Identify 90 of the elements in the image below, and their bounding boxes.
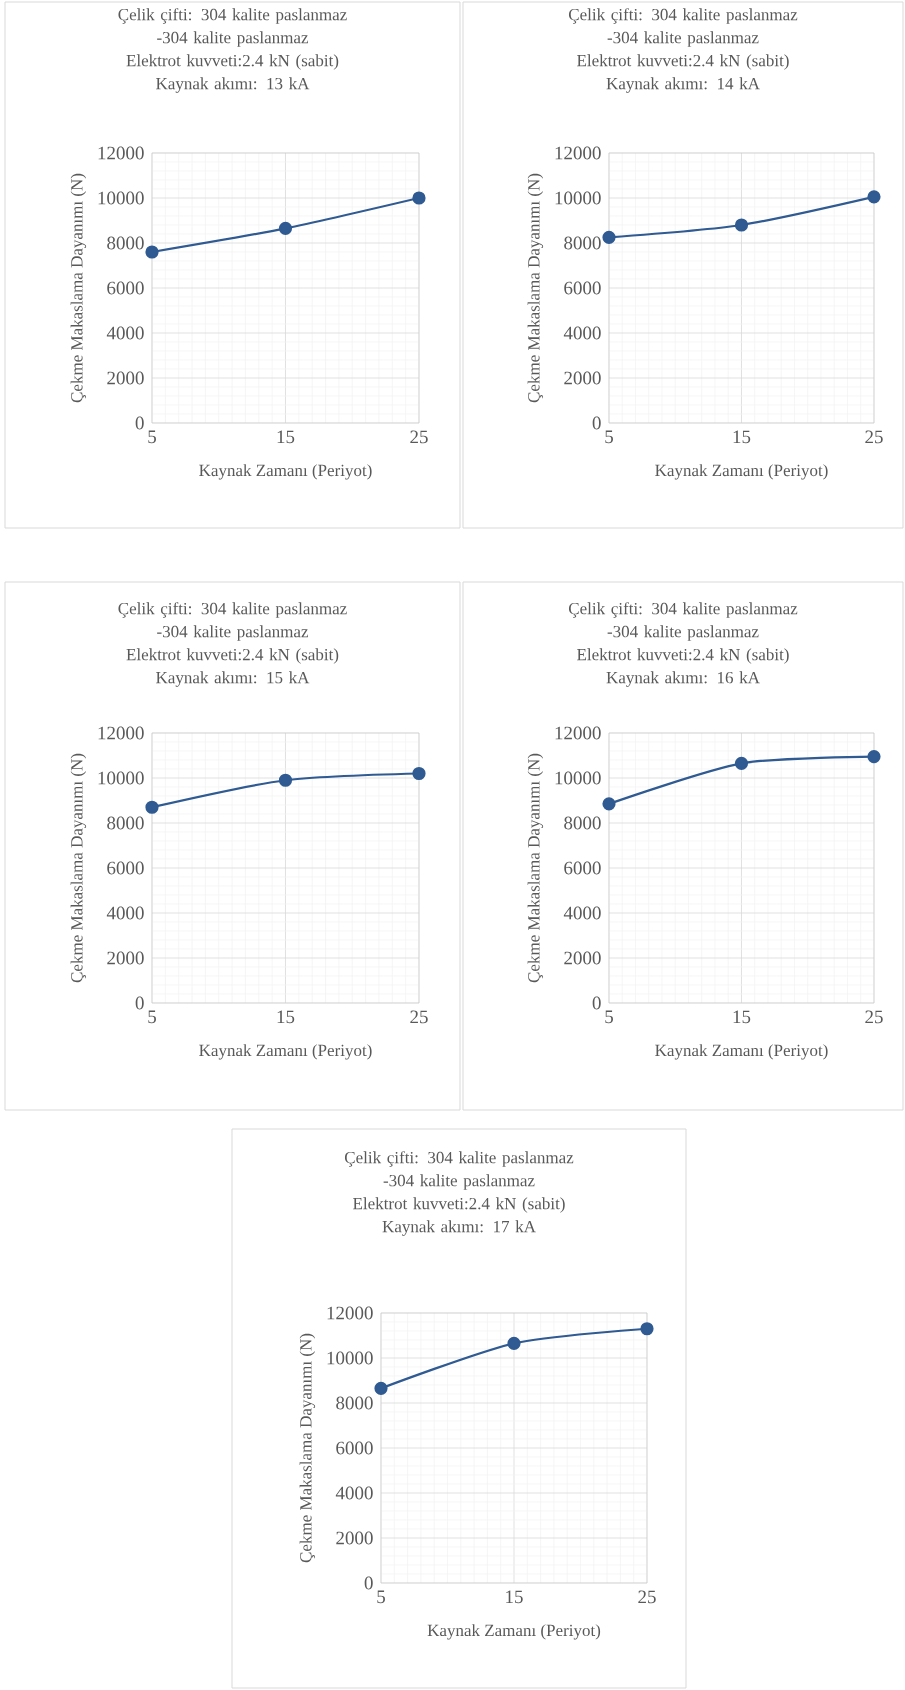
chart-subtitle: Elektrot kuvveti:2.4 kN (sabit) bbox=[577, 648, 789, 664]
y-tick-label: 8000 bbox=[564, 236, 601, 250]
x-tick-label: 15 bbox=[733, 430, 751, 444]
y-tick-label: 4000 bbox=[106, 326, 144, 340]
y-tick-label: 0 bbox=[135, 996, 144, 1010]
y-tick-label: 4000 bbox=[335, 1486, 373, 1500]
y-tick-label: 0 bbox=[592, 416, 601, 430]
x-tick-label: 25 bbox=[638, 1590, 656, 1604]
y-axis-title: Çekme Makaslama Dayanımı (N) bbox=[70, 173, 87, 403]
y-tick-label: 12000 bbox=[555, 146, 601, 160]
y-tick-label: 10000 bbox=[327, 1351, 373, 1365]
y-tick-label: 6000 bbox=[107, 861, 144, 875]
x-tick-label: 15 bbox=[277, 430, 295, 444]
y-tick-label: 4000 bbox=[106, 906, 144, 920]
x-tick-label: 5 bbox=[148, 1010, 156, 1024]
chart-subtitle: Elektrot kuvveti:2.4 kN (sabit) bbox=[577, 54, 789, 70]
chart-subtitle: Elektrot kuvveti:2.4 kN (sabit) bbox=[126, 54, 339, 70]
point bbox=[867, 190, 881, 204]
y-tick-label: 10000 bbox=[98, 771, 144, 785]
y-axis-title: Çekme Makaslama Dayanımı (N) bbox=[527, 753, 544, 983]
y-tick-label: 2000 bbox=[564, 371, 601, 385]
x-axis-title: Kaynak Zamanı (Periyot) bbox=[655, 464, 828, 480]
point bbox=[412, 191, 426, 205]
x-tick-label: 5 bbox=[148, 430, 156, 444]
x-axis-title: Kaynak Zamanı (Periyot) bbox=[199, 464, 372, 480]
y-tick-label: 6000 bbox=[564, 861, 601, 875]
point bbox=[734, 756, 749, 770]
y-tick-label: 6000 bbox=[336, 1441, 373, 1455]
text: Kaynak akımı: 16 kA bbox=[606, 671, 760, 687]
x-axis-title: Kaynak Zamanı (Periyot) bbox=[655, 1044, 828, 1060]
x-tick-label: 25 bbox=[865, 1010, 883, 1024]
chart-title: Çelik çifti: 304 kalite paslanmaz -304 kalite paslanmaz bbox=[568, 602, 798, 641]
x-tick-label: 25 bbox=[865, 430, 883, 444]
y-tick-label: 12000 bbox=[98, 726, 144, 740]
y-tick-label: 6000 bbox=[564, 281, 601, 295]
x-tick-label: 15 bbox=[277, 1010, 295, 1024]
chart-title: Çelik çifti: 304 kalite paslanmaz -304 kalite paslanmaz bbox=[568, 8, 798, 47]
y-tick-label: 8000 bbox=[107, 236, 144, 250]
y-tick-label: 10000 bbox=[98, 191, 144, 205]
text: Kaynak akımı: 15 kA bbox=[156, 671, 310, 687]
point bbox=[145, 245, 159, 259]
y-axis-title: Çekme Makaslama Dayanımı (N) bbox=[299, 1333, 316, 1563]
point bbox=[412, 766, 426, 781]
y-tick-label: 0 bbox=[135, 416, 144, 430]
x-axis-title: Kaynak Zamanı (Periyot) bbox=[199, 1044, 372, 1060]
y-tick-label: 0 bbox=[364, 1576, 373, 1590]
text: Kaynak akımı: 14 kA bbox=[606, 77, 760, 93]
y-axis-title: Çekme Makaslama Dayanımı (N) bbox=[70, 753, 87, 983]
x-tick-label: 25 bbox=[410, 430, 428, 444]
x-tick-label: 5 bbox=[377, 1590, 385, 1604]
text: Kaynak akımı: 17 kA bbox=[382, 1220, 536, 1236]
x-tick-label: 5 bbox=[605, 430, 613, 444]
x-tick-label: 25 bbox=[410, 1010, 428, 1024]
y-tick-label: 4000 bbox=[563, 906, 601, 920]
point bbox=[145, 800, 159, 814]
y-tick-label: 10000 bbox=[555, 191, 601, 205]
point bbox=[734, 218, 749, 232]
y-tick-label: 0 bbox=[592, 996, 601, 1010]
y-tick-label: 8000 bbox=[107, 816, 144, 830]
text: Kaynak akımı: 13 kA bbox=[156, 77, 310, 93]
chart-subtitle: Elektrot kuvveti:2.4 kN (sabit) bbox=[353, 1197, 565, 1213]
y-tick-label: 12000 bbox=[327, 1306, 373, 1320]
y-tick-label: 2000 bbox=[564, 951, 601, 965]
x-tick-label: 15 bbox=[733, 1010, 751, 1024]
y-tick-label: 12000 bbox=[555, 726, 601, 740]
y-tick-label: 2000 bbox=[107, 951, 144, 965]
y-tick-label: 2000 bbox=[107, 371, 144, 385]
y-tick-label: 10000 bbox=[555, 771, 601, 785]
point bbox=[640, 1322, 654, 1336]
y-tick-label: 6000 bbox=[107, 281, 144, 295]
point bbox=[867, 750, 881, 764]
point bbox=[374, 1381, 388, 1395]
chart-title: Çelik çifti: 304 kalite paslanmaz -304 kalite paslanmaz bbox=[118, 602, 347, 641]
x-tick-label: 15 bbox=[506, 1590, 523, 1604]
x-axis-title: Kaynak Zamanı (Periyot) bbox=[427, 1624, 601, 1640]
y-tick-label: 12000 bbox=[98, 146, 144, 160]
chart-title: Çelik çifti: 304 kalite paslanmaz -304 kalite paslanmaz bbox=[118, 8, 347, 47]
y-tick-label: 8000 bbox=[336, 1396, 373, 1410]
chart-subtitle: Elektrot kuvveti:2.4 kN (sabit) bbox=[126, 648, 339, 664]
point bbox=[278, 773, 293, 787]
point bbox=[602, 797, 616, 811]
point bbox=[602, 230, 616, 244]
point bbox=[278, 221, 293, 235]
x-tick-label: 5 bbox=[605, 1010, 613, 1024]
y-tick-label: 2000 bbox=[336, 1531, 373, 1545]
point bbox=[507, 1336, 521, 1350]
y-tick-label: 8000 bbox=[564, 816, 601, 830]
chart-title: Çelik çifti: 304 kalite paslanmaz -304 kalite paslanmaz bbox=[344, 1151, 574, 1190]
y-axis-title: Çekme Makaslama Dayanımı (N) bbox=[527, 173, 544, 403]
y-tick-label: 4000 bbox=[563, 326, 601, 340]
